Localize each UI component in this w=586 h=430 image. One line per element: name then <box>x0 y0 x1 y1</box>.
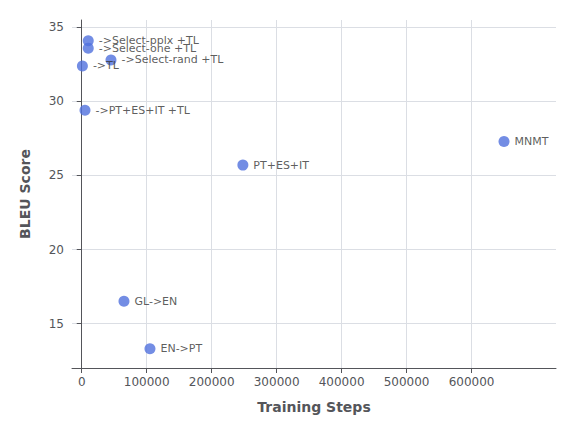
svg-text:300000: 300000 <box>254 375 300 389</box>
svg-text:MNMT: MNMT <box>515 135 549 148</box>
svg-text:15: 15 <box>49 317 64 331</box>
svg-text:500000: 500000 <box>384 375 430 389</box>
svg-text:400000: 400000 <box>319 375 365 389</box>
svg-text:Training Steps: Training Steps <box>257 399 370 415</box>
svg-text:100000: 100000 <box>124 375 170 389</box>
svg-text:0: 0 <box>78 375 86 389</box>
svg-text:->Select-rand +TL: ->Select-rand +TL <box>121 53 224 66</box>
svg-text:35: 35 <box>49 20 64 34</box>
svg-text:->TL: ->TL <box>93 59 120 72</box>
svg-text:->PT+ES+IT +TL: ->PT+ES+IT +TL <box>95 104 190 117</box>
svg-text:20: 20 <box>49 243 64 257</box>
svg-text:PT+ES+IT: PT+ES+IT <box>253 159 309 172</box>
svg-text:EN->PT: EN->PT <box>160 342 202 355</box>
svg-text:GL->EN: GL->EN <box>134 295 177 308</box>
svg-text:600000: 600000 <box>449 375 495 389</box>
svg-text:25: 25 <box>49 168 64 182</box>
svg-text:200000: 200000 <box>189 375 235 389</box>
svg-text:->Select-one +TL: ->Select-one +TL <box>98 41 197 55</box>
svg-text:30: 30 <box>49 94 64 108</box>
svg-text:BLEU Score: BLEU Score <box>17 149 33 239</box>
